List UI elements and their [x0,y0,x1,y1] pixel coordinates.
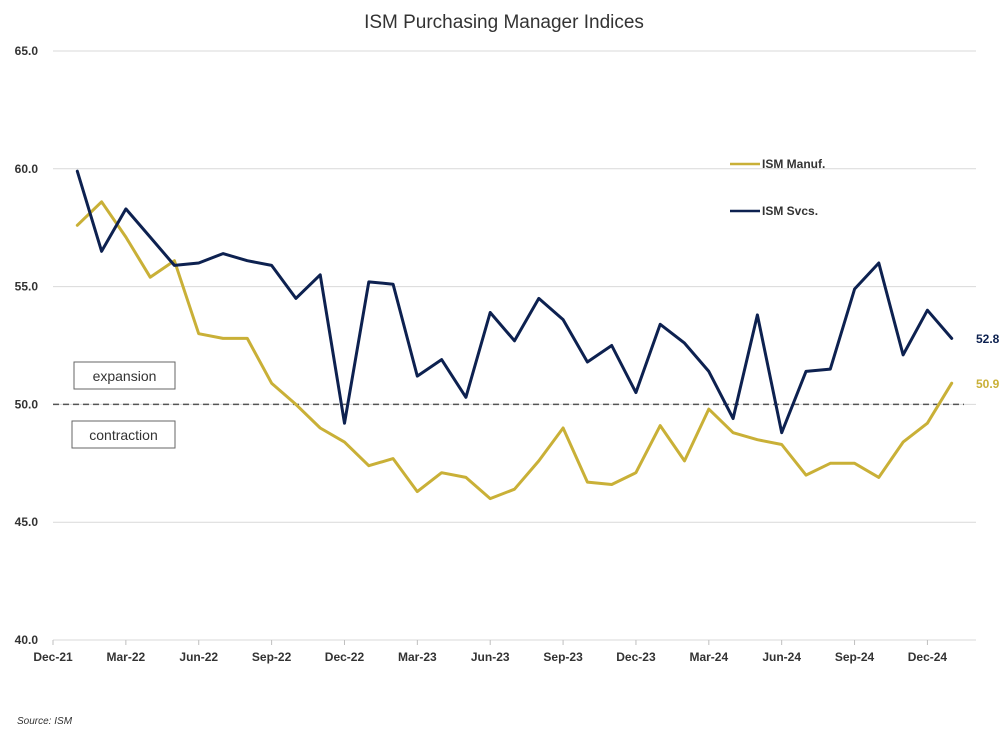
contraction-label: contraction [89,427,157,443]
x-tick-label: Dec-21 [33,650,73,664]
x-tick-label: Dec-24 [908,650,948,664]
x-tick-label: Sep-22 [252,650,292,664]
legend-label-manuf: ISM Manuf. [762,157,825,171]
y-tick-label: 60.0 [15,162,39,176]
x-tick-label: Dec-23 [616,650,656,664]
series-line-manuf [75,200,954,501]
expansion-label: expansion [93,368,157,384]
x-tick-label: Mar-24 [689,650,728,664]
chart-title: ISM Purchasing Manager Indices [364,12,644,33]
legend-item-svcs: ISM Svcs. [730,204,818,218]
x-tick-label: Jun-24 [762,650,801,664]
legend-label-svcs: ISM Svcs. [762,204,818,218]
legend: ISM Manuf. ISM Svcs. [730,157,825,218]
x-tick-label: Jun-23 [471,650,510,664]
end-label-svcs: 52.8 [976,332,1000,346]
end-label-manuf: 50.9 [976,377,1000,391]
expansion-box: expansion [73,361,176,390]
contraction-box: contraction [71,420,176,449]
y-axis-ticks: 40.0 45.0 50.0 55.0 60.0 65.0 [15,44,39,647]
y-tick-label: 55.0 [15,280,39,294]
x-tick-label: Jun-22 [179,650,218,664]
y-tick-label: 45.0 [15,515,39,529]
x-tick-label: Sep-23 [543,650,583,664]
x-tick-label: Dec-22 [325,650,365,664]
y-tick-label: 40.0 [15,633,39,647]
legend-item-manuf: ISM Manuf. [730,157,825,171]
y-tick-label: 65.0 [15,44,39,58]
x-tick-label: Sep-24 [835,650,875,664]
x-tick-label: Mar-22 [107,650,146,664]
series-lines [75,169,954,501]
series-line-svcs [75,169,954,435]
x-axis-ticks: Dec-21 Mar-22 Jun-22 Sep-22 Dec-22 Mar-23 Jun-… [33,640,947,664]
y-tick-label: 50.0 [15,397,39,411]
x-tick-label: Mar-23 [398,650,437,664]
source-note: Source: ISM [17,716,73,727]
